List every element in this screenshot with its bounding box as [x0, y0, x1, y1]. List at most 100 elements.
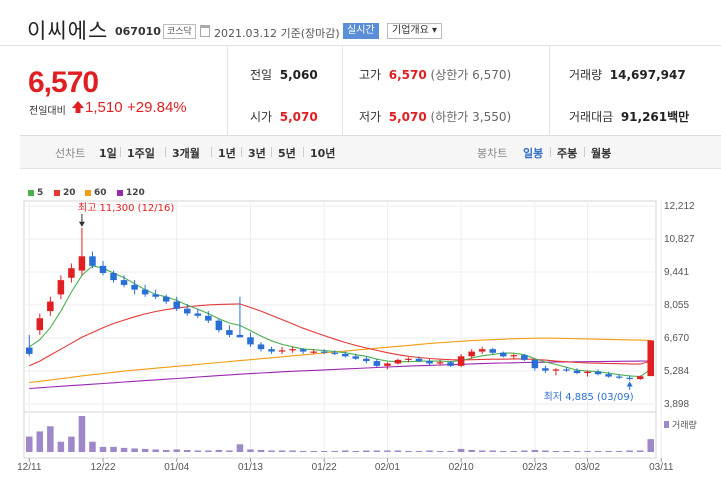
- realtime-button[interactable]: 실시간: [343, 23, 379, 39]
- legend-ma20: 20: [54, 188, 76, 198]
- price-panel: 6,570 전일대비 1,510 +29.84% 전일 5,060 고가 6,5…: [20, 46, 721, 136]
- legend-ma20-label: 20: [63, 188, 76, 198]
- candle-body: [215, 320, 223, 331]
- candle-body: [152, 294, 159, 297]
- volume-bar: [162, 449, 170, 452]
- volume-bar: [110, 446, 117, 452]
- candle-body: [184, 308, 191, 314]
- candle-body: [615, 376, 623, 378]
- volume-bar: [257, 449, 265, 452]
- volume-bar: [120, 447, 128, 452]
- volume-bar: [268, 450, 275, 452]
- lower-limit: (하한가 3,550): [430, 110, 512, 124]
- y-tick-label: 3,898: [664, 399, 689, 410]
- y-tick-label: 5,284: [664, 366, 689, 377]
- x-tick-label: 12/22: [90, 462, 115, 473]
- separator: [550, 147, 551, 157]
- low-cell: 저가 5,070 (하한가 3,550): [359, 108, 511, 125]
- chart-period-bar: 선차트 1일 1주일 3개월 1년 3년 5년 10년 봉차트 일봉 주봉 월봉: [20, 136, 721, 169]
- min-arrow-head: [626, 381, 633, 387]
- amount-value: 91,261: [620, 110, 668, 124]
- x-tick-label: 01/22: [312, 462, 337, 473]
- volume-bar: [415, 450, 423, 452]
- volume-bar: [310, 450, 317, 452]
- volume-bar: [236, 444, 244, 452]
- volume-bar: [478, 450, 486, 452]
- candle-body: [552, 369, 560, 371]
- separator: [584, 147, 585, 157]
- period-1d[interactable]: 1일: [99, 147, 117, 160]
- ma20-line: [29, 303, 651, 367]
- amount-label: 거래대금: [569, 110, 614, 124]
- legend-swatch: [85, 189, 91, 196]
- y-tick-label: 12,212: [664, 201, 695, 212]
- volume-bar: [78, 416, 86, 452]
- min-annotation: 최저 4,885 (03/09): [544, 391, 634, 403]
- price-chart[interactable]: 12,212 10,827 9,441 8,055 6,670 5,284 3,898 12/…: [0, 176, 721, 495]
- change-value: 1,510: [85, 99, 123, 116]
- y-tick-label: 8,055: [664, 300, 689, 311]
- volume-bar: [331, 450, 338, 452]
- volume-bar: [510, 450, 518, 452]
- volume-bar: [173, 449, 180, 452]
- volume-bar: [89, 441, 96, 452]
- volume-bar: [141, 448, 149, 452]
- amount-cell: 거래대금 91,261백만: [569, 108, 689, 125]
- volume-label: 거래량: [569, 68, 603, 82]
- volume-bar: [184, 449, 191, 452]
- candle-body: [278, 350, 286, 352]
- ma60-line: [29, 337, 651, 384]
- candle-body: [584, 371, 591, 374]
- volume-bar: [636, 450, 644, 452]
- candle-body: [605, 374, 612, 377]
- period-1y[interactable]: 1년: [218, 147, 236, 160]
- max-annotation: 최고 11,300 (12/16): [78, 202, 174, 214]
- candle-body: [384, 363, 391, 366]
- candle-body: [99, 265, 107, 273]
- candle-monthly[interactable]: 월봉: [591, 147, 612, 160]
- volume-bar: [594, 450, 602, 452]
- candle-daily[interactable]: 일봉: [523, 147, 544, 160]
- volume-bar: [542, 450, 549, 452]
- volume-bar: [278, 450, 286, 452]
- period-5y[interactable]: 5년: [278, 147, 296, 160]
- candle-body: [236, 334, 244, 338]
- x-tick-label: 01/13: [238, 462, 263, 473]
- legend-ma5-label: 5: [37, 188, 44, 198]
- candle-body: [521, 355, 528, 360]
- candle-body: [594, 371, 602, 375]
- company-overview-dropdown[interactable]: 기업개요 ▾: [387, 23, 442, 39]
- y-tick-label: 10,827: [664, 234, 695, 245]
- candle-body: [563, 369, 570, 371]
- volume-label: 거래량: [672, 419, 697, 431]
- volume-bar: [457, 448, 465, 452]
- candle-body: [363, 358, 370, 362]
- volume-cell: 거래량 14,697,947: [569, 66, 686, 83]
- candle-body: [468, 351, 475, 357]
- separator: [303, 147, 304, 157]
- candle-body: [626, 377, 633, 379]
- amount-unit: 백만: [667, 110, 690, 124]
- stock-code: 067010: [115, 25, 161, 38]
- y-tick-label: 6,670: [664, 333, 689, 344]
- candle-body: [268, 349, 275, 352]
- separator: [211, 147, 212, 157]
- period-3m[interactable]: 3개월: [172, 147, 200, 160]
- period-3y[interactable]: 3년: [248, 147, 266, 160]
- volume-bar: [373, 450, 381, 452]
- volume-bar: [626, 450, 633, 452]
- volume-bar: [468, 449, 475, 452]
- candle-body: [436, 362, 444, 364]
- divider: [227, 46, 228, 136]
- volume-bar: [489, 450, 496, 452]
- candle-body: [226, 330, 233, 335]
- period-10y[interactable]: 10년: [310, 147, 336, 160]
- candle-weekly[interactable]: 주봉: [557, 147, 578, 160]
- separator: [271, 147, 272, 157]
- candle-body: [331, 352, 338, 354]
- period-1w[interactable]: 1주일: [127, 147, 155, 160]
- volume-bar: [363, 450, 370, 452]
- current-price: 6,570: [28, 66, 99, 99]
- legend-swatch: [54, 189, 60, 196]
- x-tick-label: 03/02: [575, 462, 600, 473]
